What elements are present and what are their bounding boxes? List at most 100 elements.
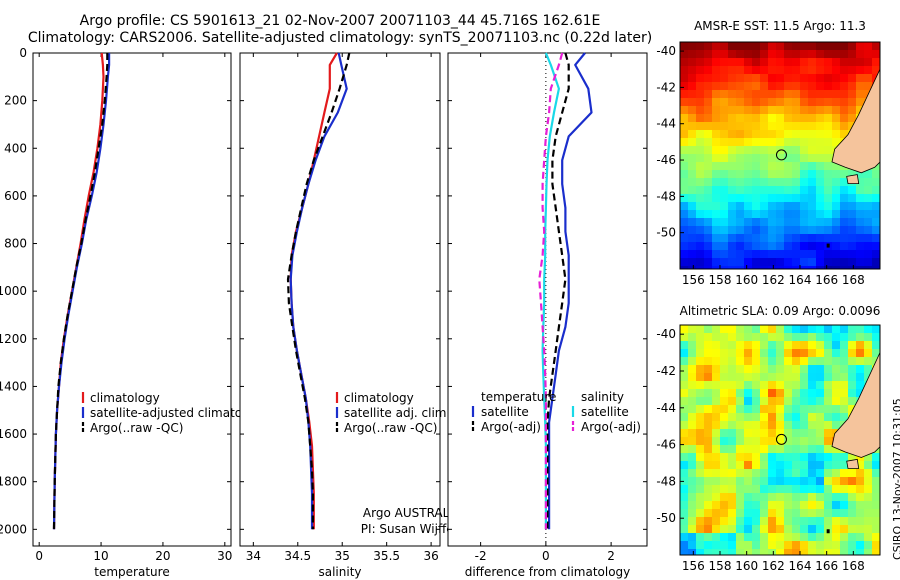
sla_map-cell	[824, 445, 832, 453]
sst_map-cell	[784, 210, 792, 218]
sst_map-cell	[720, 178, 728, 186]
depth-tick-label: 400	[4, 141, 27, 155]
sst_map-cell	[720, 98, 728, 106]
sst_map-cell	[688, 138, 696, 146]
sla_map-cell	[872, 469, 880, 477]
sst_map-cell	[760, 106, 768, 114]
sla_map-cell	[864, 373, 872, 381]
sla_map-cell	[824, 549, 832, 555]
sst_map-cell	[856, 250, 864, 258]
sla_map-cell	[832, 333, 840, 341]
sla_map-cell	[736, 453, 744, 461]
sla_map-cell	[776, 397, 784, 405]
sla_map-cell	[864, 509, 872, 517]
sst_map-cell	[696, 138, 704, 146]
sst_map-cell	[776, 258, 784, 266]
sst_map-cell	[800, 130, 808, 138]
sst_map-cell	[784, 178, 792, 186]
sst_map-cell	[688, 186, 696, 194]
sst_map-cell	[768, 122, 776, 130]
sst_map-cell	[744, 42, 752, 50]
sst_map-cell	[728, 58, 736, 66]
sla_map-cell	[736, 389, 744, 397]
sst_map-cell	[848, 210, 856, 218]
sla_map-cell	[832, 397, 840, 405]
sst_map-cell	[720, 210, 728, 218]
sla_map-cell	[784, 349, 792, 357]
sst_map-cell	[808, 162, 816, 170]
sst_map-cell	[848, 242, 856, 250]
sla_map-cell	[744, 445, 752, 453]
sla_map-cell	[736, 525, 744, 533]
sst_map-cell	[688, 114, 696, 122]
sla_map-cell	[824, 325, 832, 333]
sst_map-cell	[712, 146, 720, 154]
sla_map-cell	[800, 325, 808, 333]
sst_map-cell	[704, 202, 712, 210]
sst_map-cell	[792, 98, 800, 106]
sla_map-cell	[824, 381, 832, 389]
sst_map-cell	[736, 114, 744, 122]
sst_map-cell	[816, 242, 824, 250]
sst_map-cell	[800, 186, 808, 194]
sla_map-cell	[824, 357, 832, 365]
sla_map-cell	[816, 421, 824, 429]
sla_map-cell	[792, 405, 800, 413]
sst_map-cell	[744, 146, 752, 154]
sla_map-cell	[816, 501, 824, 509]
sst_map-cell	[800, 194, 808, 202]
sla_map-cell	[832, 325, 840, 333]
sst_map-cell	[744, 50, 752, 58]
sla_map-cell	[848, 357, 856, 365]
sla_map-cell	[696, 429, 704, 437]
sla_map-cell	[792, 349, 800, 357]
sla_map-cell	[712, 429, 720, 437]
sla_map-cell	[808, 429, 816, 437]
sst_map-cell	[752, 106, 760, 114]
sla_map-cell	[800, 389, 808, 397]
sst_map-cell	[776, 242, 784, 250]
sst_map-cell	[872, 42, 880, 50]
sla_map-cell	[768, 469, 776, 477]
sla_map-cell	[696, 437, 704, 445]
sla_map-cell	[776, 437, 784, 445]
sst_map-cell	[680, 146, 688, 154]
sla_map-cell	[784, 461, 792, 469]
sla_map-cell	[704, 429, 712, 437]
salinity-xtick-label: 35.5	[373, 549, 400, 563]
sst_map-cell	[696, 170, 704, 178]
sst_map-cell	[776, 82, 784, 90]
sst_map-cell	[824, 50, 832, 58]
sst_map-cell	[728, 82, 736, 90]
sla_map-cell	[816, 365, 824, 373]
sst_map-cell	[688, 98, 696, 106]
sla_map-cell	[792, 357, 800, 365]
sla_map-cell	[696, 525, 704, 533]
sst_map-cell	[816, 114, 824, 122]
sst_map-cell	[776, 74, 784, 82]
sla_map-cell	[720, 501, 728, 509]
sla_map-cell	[864, 549, 872, 555]
sla_map-field	[680, 325, 880, 555]
sla_map-cell	[848, 469, 856, 477]
sst_map-cell	[872, 226, 880, 234]
sst_map-cell	[744, 154, 752, 162]
sst_map-cell	[744, 186, 752, 194]
sst_map-cell	[736, 74, 744, 82]
sst_map-cell	[688, 154, 696, 162]
sst_map-cell	[696, 82, 704, 90]
sla_map-cell	[784, 437, 792, 445]
sst_map-cell	[872, 50, 880, 58]
sst_map-cell	[704, 146, 712, 154]
sst_map-cell	[832, 82, 840, 90]
sla_map-cell	[784, 421, 792, 429]
sla_map-cell	[736, 341, 744, 349]
sla_map-cell	[768, 413, 776, 421]
sla_map-title: Altimetric SLA: 0.09 Argo: 0.0096	[680, 304, 881, 318]
sst_map-cell	[784, 106, 792, 114]
sst_map-cell	[840, 58, 848, 66]
sst_map-cell	[728, 266, 736, 269]
sst_map-cell	[728, 178, 736, 186]
sst_map-cell	[736, 122, 744, 130]
sst_map-cell	[680, 266, 688, 269]
